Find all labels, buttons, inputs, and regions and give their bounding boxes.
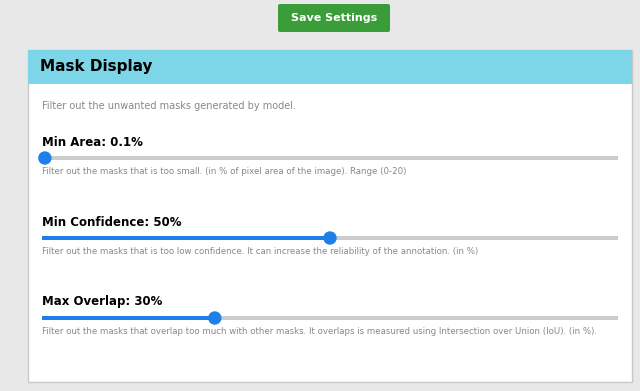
Circle shape — [209, 312, 221, 324]
FancyBboxPatch shape — [28, 50, 632, 84]
Text: Save Settings: Save Settings — [291, 13, 377, 23]
FancyBboxPatch shape — [278, 4, 390, 32]
FancyBboxPatch shape — [42, 156, 45, 160]
Text: Min Confidence: 50%: Min Confidence: 50% — [42, 215, 182, 228]
Text: Filter out the masks that overlap too much with other masks. It overlaps is meas: Filter out the masks that overlap too mu… — [42, 328, 597, 337]
Text: Filter out the masks that is too low confidence. It can increase the reliability: Filter out the masks that is too low con… — [42, 248, 478, 256]
FancyBboxPatch shape — [42, 156, 618, 160]
Text: Filter out the unwanted masks generated by model.: Filter out the unwanted masks generated … — [42, 101, 296, 111]
FancyBboxPatch shape — [42, 316, 618, 320]
FancyBboxPatch shape — [28, 50, 632, 382]
Circle shape — [39, 152, 51, 164]
Text: Filter out the masks that is too small. (in % of pixel area of the image). Range: Filter out the masks that is too small. … — [42, 167, 406, 176]
FancyBboxPatch shape — [42, 236, 618, 240]
FancyBboxPatch shape — [42, 316, 215, 320]
FancyBboxPatch shape — [42, 236, 330, 240]
Text: Max Overlap: 30%: Max Overlap: 30% — [42, 296, 163, 308]
Text: Mask Display: Mask Display — [40, 59, 152, 75]
Text: Min Area: 0.1%: Min Area: 0.1% — [42, 136, 143, 149]
Circle shape — [324, 232, 336, 244]
